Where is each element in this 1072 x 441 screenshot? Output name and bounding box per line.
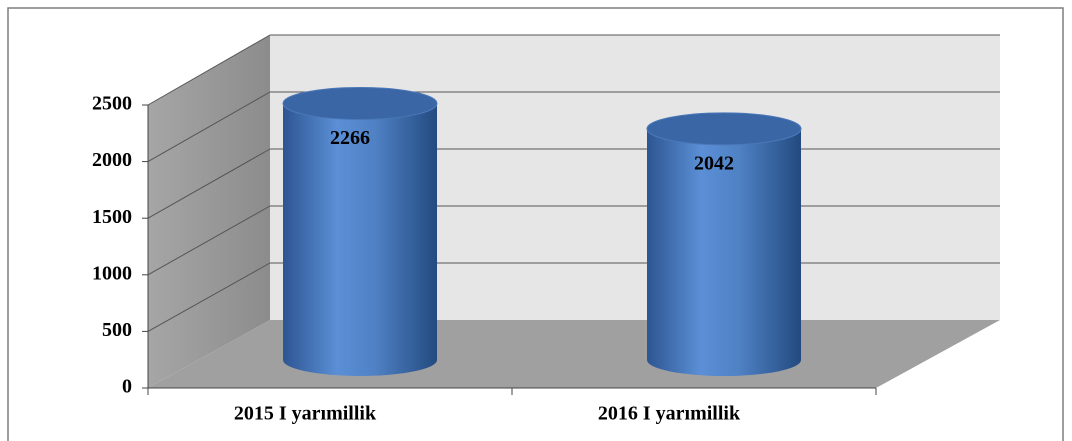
x-tick-label: 2015 I yarımillik — [234, 403, 377, 425]
back-wall — [270, 35, 1000, 320]
bar — [647, 128, 801, 376]
y-tick-label: 500 — [102, 319, 132, 341]
y-tick-label: 2500 — [92, 93, 132, 115]
y-tick-label: 1500 — [92, 206, 132, 228]
grid-line — [147, 205, 271, 276]
grid-line — [147, 91, 271, 163]
frame — [7, 7, 1064, 441]
grid-line — [147, 148, 271, 219]
y-tick-label: 0 — [122, 376, 132, 398]
plot: 0 500 1000 1500 2000 2500 2015 I yarımillik 226… — [92, 34, 1000, 425]
x-tick-label: 2016 I yarımillik — [598, 403, 741, 425]
y-tick-label: 2000 — [92, 149, 132, 171]
side-wall — [148, 35, 270, 388]
bar-top — [646, 112, 802, 146]
bar-top — [282, 86, 438, 120]
floor — [148, 320, 1000, 388]
y-tick-label: 1000 — [92, 262, 132, 284]
value-label: 2266 — [330, 127, 370, 149]
bar — [283, 103, 437, 376]
grid-line — [147, 262, 271, 332]
grid-line — [147, 34, 271, 106]
value-label: 2042 — [694, 152, 734, 174]
